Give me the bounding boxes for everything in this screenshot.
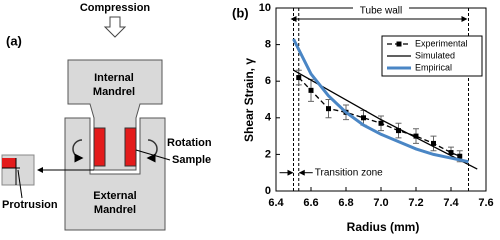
x-tick-label: 7.4 <box>443 197 459 209</box>
legend-label: Simulated <box>415 50 455 60</box>
external-mandrel <box>64 117 166 231</box>
point <box>308 87 314 93</box>
compression-label: Compression <box>80 2 151 14</box>
diagram: (a) Compression Internal Mandrel Externa… <box>1 2 212 231</box>
compression-arrow <box>103 16 127 38</box>
label-bg <box>353 7 409 15</box>
panel-label: (a) <box>6 33 22 48</box>
legend-label: Experimental <box>415 38 468 48</box>
rotation-label: Rotation <box>167 137 212 149</box>
point <box>378 120 384 126</box>
sample-label: Sample <box>172 154 211 166</box>
point <box>431 140 436 146</box>
annotation: Transition zone <box>315 167 383 178</box>
external-label: Mandrel <box>94 204 136 216</box>
x-tick-label: 6.6 <box>303 197 318 209</box>
legend-label: Empirical <box>415 62 452 72</box>
point <box>361 115 366 121</box>
x-tick-label: 7.6 <box>478 197 493 209</box>
point <box>457 153 463 159</box>
x-tick-label: 6.8 <box>338 197 353 209</box>
internal-label: Internal <box>94 72 134 84</box>
rotation-arrow <box>72 139 84 163</box>
y-tick-label: 0 <box>265 185 271 197</box>
point <box>396 128 401 134</box>
series-line <box>292 38 469 164</box>
y-axis-label: Shear Strain, γ <box>242 58 256 142</box>
point <box>448 150 454 156</box>
plot-frame <box>275 7 487 192</box>
y-tick-label: 6 <box>265 75 271 87</box>
y-tick-label: 2 <box>265 148 271 160</box>
protrusion-label: Protrusion <box>2 199 58 211</box>
legend: Experimental Simulated Empirical <box>381 35 483 77</box>
y-tick-label: 10 <box>259 2 271 14</box>
inset-sample <box>2 158 16 168</box>
internal-label: Mandrel <box>93 86 135 98</box>
y-tick-label: 4 <box>265 112 272 124</box>
x-tick-label: 7.2 <box>408 197 423 209</box>
y-tick-label: 8 <box>265 39 271 51</box>
rotation-arrow <box>146 139 158 163</box>
annotation: Tube wall <box>360 6 402 17</box>
sample <box>93 127 106 167</box>
x-tick-label: 7.0 <box>373 197 388 209</box>
point <box>326 106 331 112</box>
point <box>296 75 302 81</box>
chart: (b) Radius (mm) Shear Strain, γ 6.4 6.6 6.… <box>232 2 494 234</box>
point <box>413 133 419 139</box>
external-label: External <box>93 190 136 202</box>
legend-marker <box>396 41 402 47</box>
sample <box>124 127 137 167</box>
x-axis-label: Radius (mm) <box>347 220 420 234</box>
x-tick-label: 6.4 <box>268 197 284 209</box>
panel-label: (b) <box>232 5 249 20</box>
